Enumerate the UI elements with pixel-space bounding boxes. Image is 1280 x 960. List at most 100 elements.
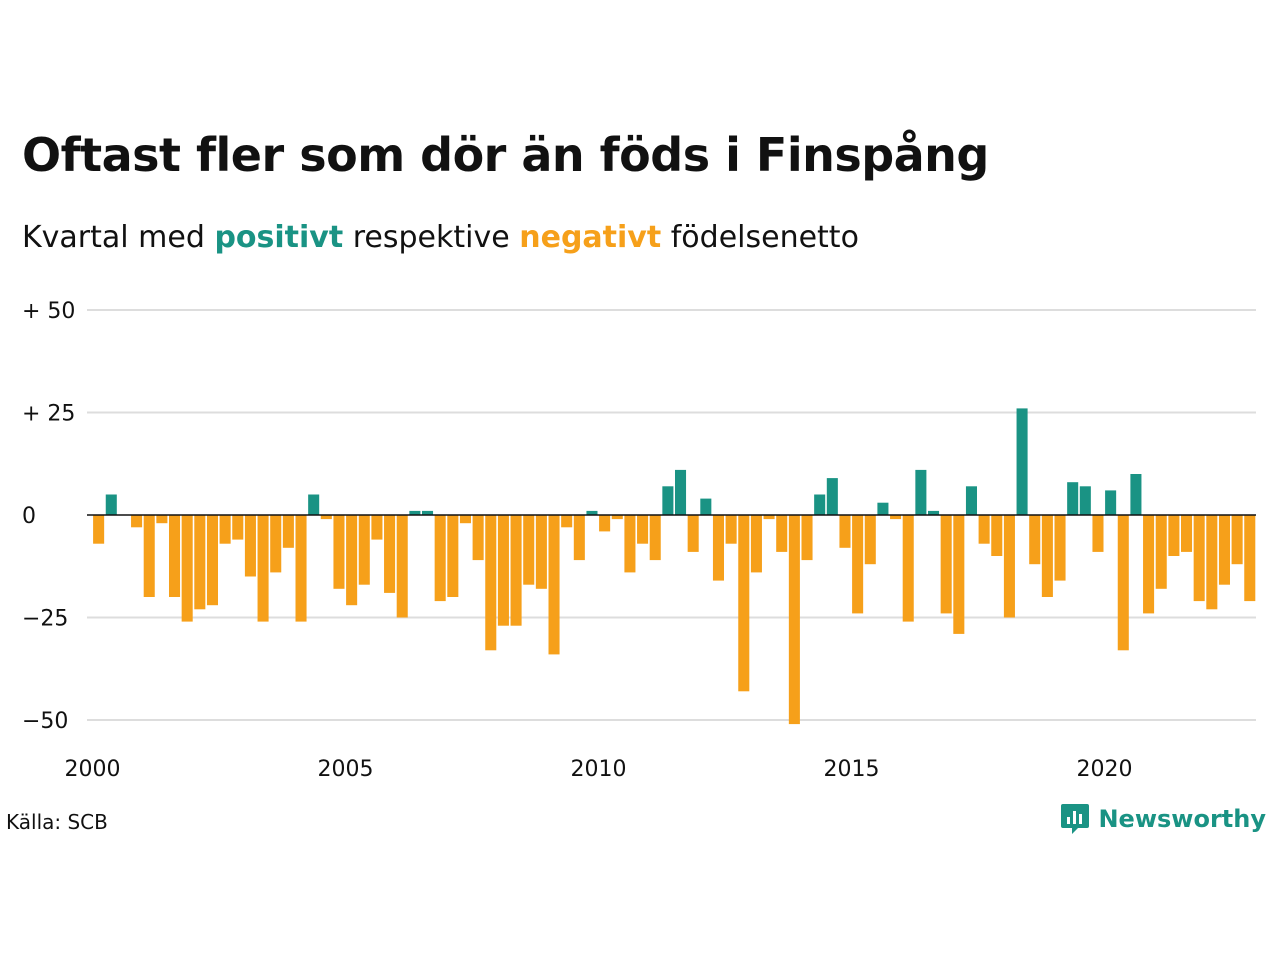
bar bbox=[776, 515, 788, 552]
bar bbox=[586, 510, 598, 515]
y-tick-label: −25 bbox=[22, 607, 68, 632]
bar bbox=[801, 515, 813, 561]
bar bbox=[282, 515, 294, 548]
bar bbox=[206, 515, 218, 606]
bar bbox=[422, 510, 434, 515]
y-tick-label: + 50 bbox=[22, 299, 75, 324]
chart-subtitle: Kvartal med positivt respektive negativt… bbox=[22, 220, 859, 255]
bar bbox=[143, 515, 155, 597]
bar bbox=[346, 515, 358, 606]
source-note: Källa: SCB bbox=[6, 810, 108, 834]
bar bbox=[257, 515, 269, 622]
bar bbox=[940, 515, 952, 614]
bar bbox=[1168, 515, 1180, 556]
bar bbox=[472, 515, 484, 561]
subtitle-middle: respektive bbox=[352, 220, 510, 255]
bar bbox=[396, 515, 408, 618]
bar bbox=[333, 515, 345, 589]
bar bbox=[1193, 515, 1205, 602]
bar bbox=[1117, 515, 1129, 651]
bar bbox=[510, 515, 522, 626]
bar bbox=[763, 515, 775, 520]
bar bbox=[1029, 515, 1041, 565]
bar bbox=[523, 515, 535, 585]
bar bbox=[624, 515, 636, 573]
bar bbox=[978, 515, 990, 544]
bar bbox=[1231, 515, 1243, 565]
bar bbox=[244, 515, 256, 577]
x-tick-label: 2015 bbox=[824, 757, 880, 782]
bar bbox=[1041, 515, 1053, 597]
bar bbox=[814, 494, 826, 515]
bar bbox=[384, 515, 396, 593]
bar bbox=[611, 515, 623, 520]
bar bbox=[902, 515, 914, 622]
bar bbox=[928, 510, 940, 515]
bar bbox=[320, 515, 332, 520]
y-tick-label: −50 bbox=[22, 709, 68, 734]
bar bbox=[991, 515, 1003, 556]
bar bbox=[1054, 515, 1066, 581]
bar bbox=[1003, 515, 1015, 618]
bar bbox=[675, 469, 687, 515]
bar bbox=[826, 478, 838, 515]
bar bbox=[890, 515, 902, 520]
bar bbox=[1206, 515, 1218, 610]
bar bbox=[535, 515, 547, 589]
bar bbox=[447, 515, 459, 597]
bar bbox=[295, 515, 307, 622]
bar-chart-badge-icon bbox=[1061, 804, 1090, 834]
bar bbox=[852, 515, 864, 614]
bar bbox=[712, 515, 724, 581]
bar bbox=[725, 515, 737, 544]
bar bbox=[877, 502, 889, 515]
bar bbox=[953, 515, 965, 634]
bar bbox=[637, 515, 649, 544]
subtitle-prefix: Kvartal med bbox=[22, 220, 205, 255]
bar bbox=[662, 486, 674, 515]
bar bbox=[700, 498, 712, 515]
bar bbox=[270, 515, 282, 573]
bar bbox=[599, 515, 611, 532]
subtitle-suffix: födelsenetto bbox=[670, 220, 859, 255]
bar bbox=[459, 515, 471, 524]
bar bbox=[1130, 474, 1142, 515]
bar bbox=[181, 515, 193, 622]
x-tick-label: 2005 bbox=[318, 757, 374, 782]
bar bbox=[738, 515, 750, 692]
bar bbox=[1092, 515, 1104, 552]
x-tick-label: 2020 bbox=[1077, 757, 1133, 782]
subtitle-positive-word: positivt bbox=[214, 220, 344, 255]
bar bbox=[561, 515, 573, 528]
bar bbox=[1218, 515, 1230, 585]
bar bbox=[548, 515, 560, 655]
bar-chart: + 50 + 25 0 −25 −50 2000 2005 2010 2015 2020 bbox=[22, 299, 1256, 782]
bar bbox=[1105, 490, 1117, 515]
bar bbox=[687, 515, 699, 552]
bar bbox=[1244, 515, 1256, 602]
y-tick-label: + 25 bbox=[22, 402, 75, 427]
bar bbox=[649, 515, 661, 561]
bar bbox=[1155, 515, 1167, 589]
bar bbox=[358, 515, 370, 585]
bar bbox=[434, 515, 446, 602]
bar bbox=[93, 515, 105, 544]
bar bbox=[915, 469, 927, 515]
subtitle-negative-word: negativt bbox=[519, 220, 662, 255]
bar bbox=[156, 515, 168, 524]
x-tick-label: 2010 bbox=[571, 757, 627, 782]
bar bbox=[1143, 515, 1155, 614]
brand-logo: Newsworthy bbox=[1060, 802, 1266, 836]
bar bbox=[1016, 408, 1028, 515]
bar bbox=[371, 515, 383, 540]
bar bbox=[308, 494, 320, 515]
bar bbox=[1079, 486, 1091, 515]
bar bbox=[169, 515, 181, 597]
bar bbox=[839, 515, 851, 548]
x-tick-label: 2000 bbox=[65, 757, 121, 782]
bar bbox=[1067, 482, 1079, 515]
bar bbox=[1181, 515, 1193, 552]
bar bbox=[864, 515, 876, 565]
bar bbox=[750, 515, 762, 573]
bar bbox=[485, 515, 497, 651]
